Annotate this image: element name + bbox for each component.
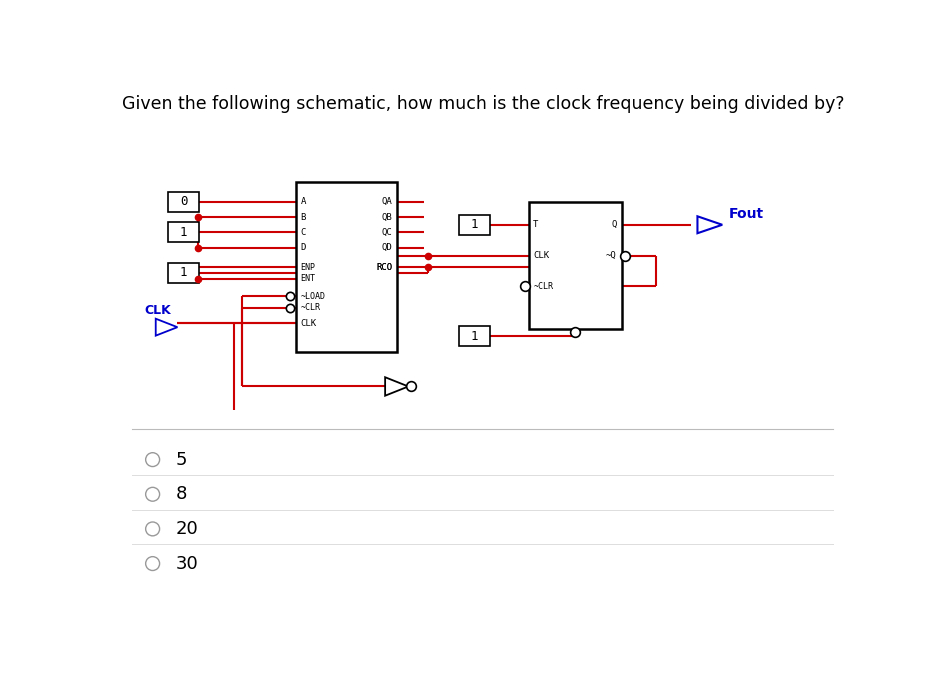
Text: RCO: RCO (376, 263, 392, 272)
Circle shape (146, 453, 159, 466)
Text: Fout: Fout (728, 207, 764, 221)
Text: 1: 1 (470, 330, 478, 343)
FancyBboxPatch shape (168, 263, 199, 283)
Text: QB: QB (382, 213, 392, 222)
Polygon shape (385, 377, 409, 396)
Text: QA: QA (382, 197, 392, 206)
Text: CLK: CLK (300, 319, 317, 328)
Text: 1: 1 (470, 218, 478, 231)
Text: D: D (300, 244, 306, 252)
Text: A: A (300, 197, 306, 206)
Circle shape (146, 556, 159, 571)
Text: Given the following schematic, how much is the clock frequency being divided by?: Given the following schematic, how much … (122, 95, 844, 113)
Text: ~CLR: ~CLR (300, 303, 320, 312)
Text: 8: 8 (176, 485, 187, 504)
Text: ENT: ENT (300, 274, 316, 283)
Text: ~LOAD: ~LOAD (300, 292, 326, 301)
Text: 20: 20 (176, 520, 199, 538)
Text: C: C (300, 228, 306, 237)
Text: 30: 30 (176, 554, 199, 573)
Bar (528, 202, 622, 329)
Text: 0: 0 (180, 196, 187, 208)
FancyBboxPatch shape (459, 215, 490, 235)
Text: CLK: CLK (533, 251, 549, 260)
Text: RCO: RCO (376, 263, 392, 272)
Text: B: B (300, 213, 306, 222)
Text: CLK: CLK (145, 304, 171, 317)
Text: ENP: ENP (300, 263, 316, 272)
Bar (296, 182, 397, 352)
FancyBboxPatch shape (168, 222, 199, 242)
Polygon shape (155, 319, 177, 335)
Circle shape (146, 487, 159, 501)
Text: Q: Q (611, 220, 617, 229)
Text: T: T (533, 220, 539, 229)
Text: QD: QD (382, 244, 392, 252)
FancyBboxPatch shape (459, 327, 490, 346)
Text: ~Q: ~Q (606, 251, 617, 260)
Text: 1: 1 (180, 266, 187, 279)
Circle shape (146, 522, 159, 536)
FancyBboxPatch shape (168, 191, 199, 212)
Text: ~CLR: ~CLR (533, 282, 553, 291)
Text: 1: 1 (180, 226, 187, 239)
Text: QC: QC (382, 228, 392, 237)
Text: 5: 5 (176, 451, 187, 469)
Polygon shape (697, 216, 723, 233)
